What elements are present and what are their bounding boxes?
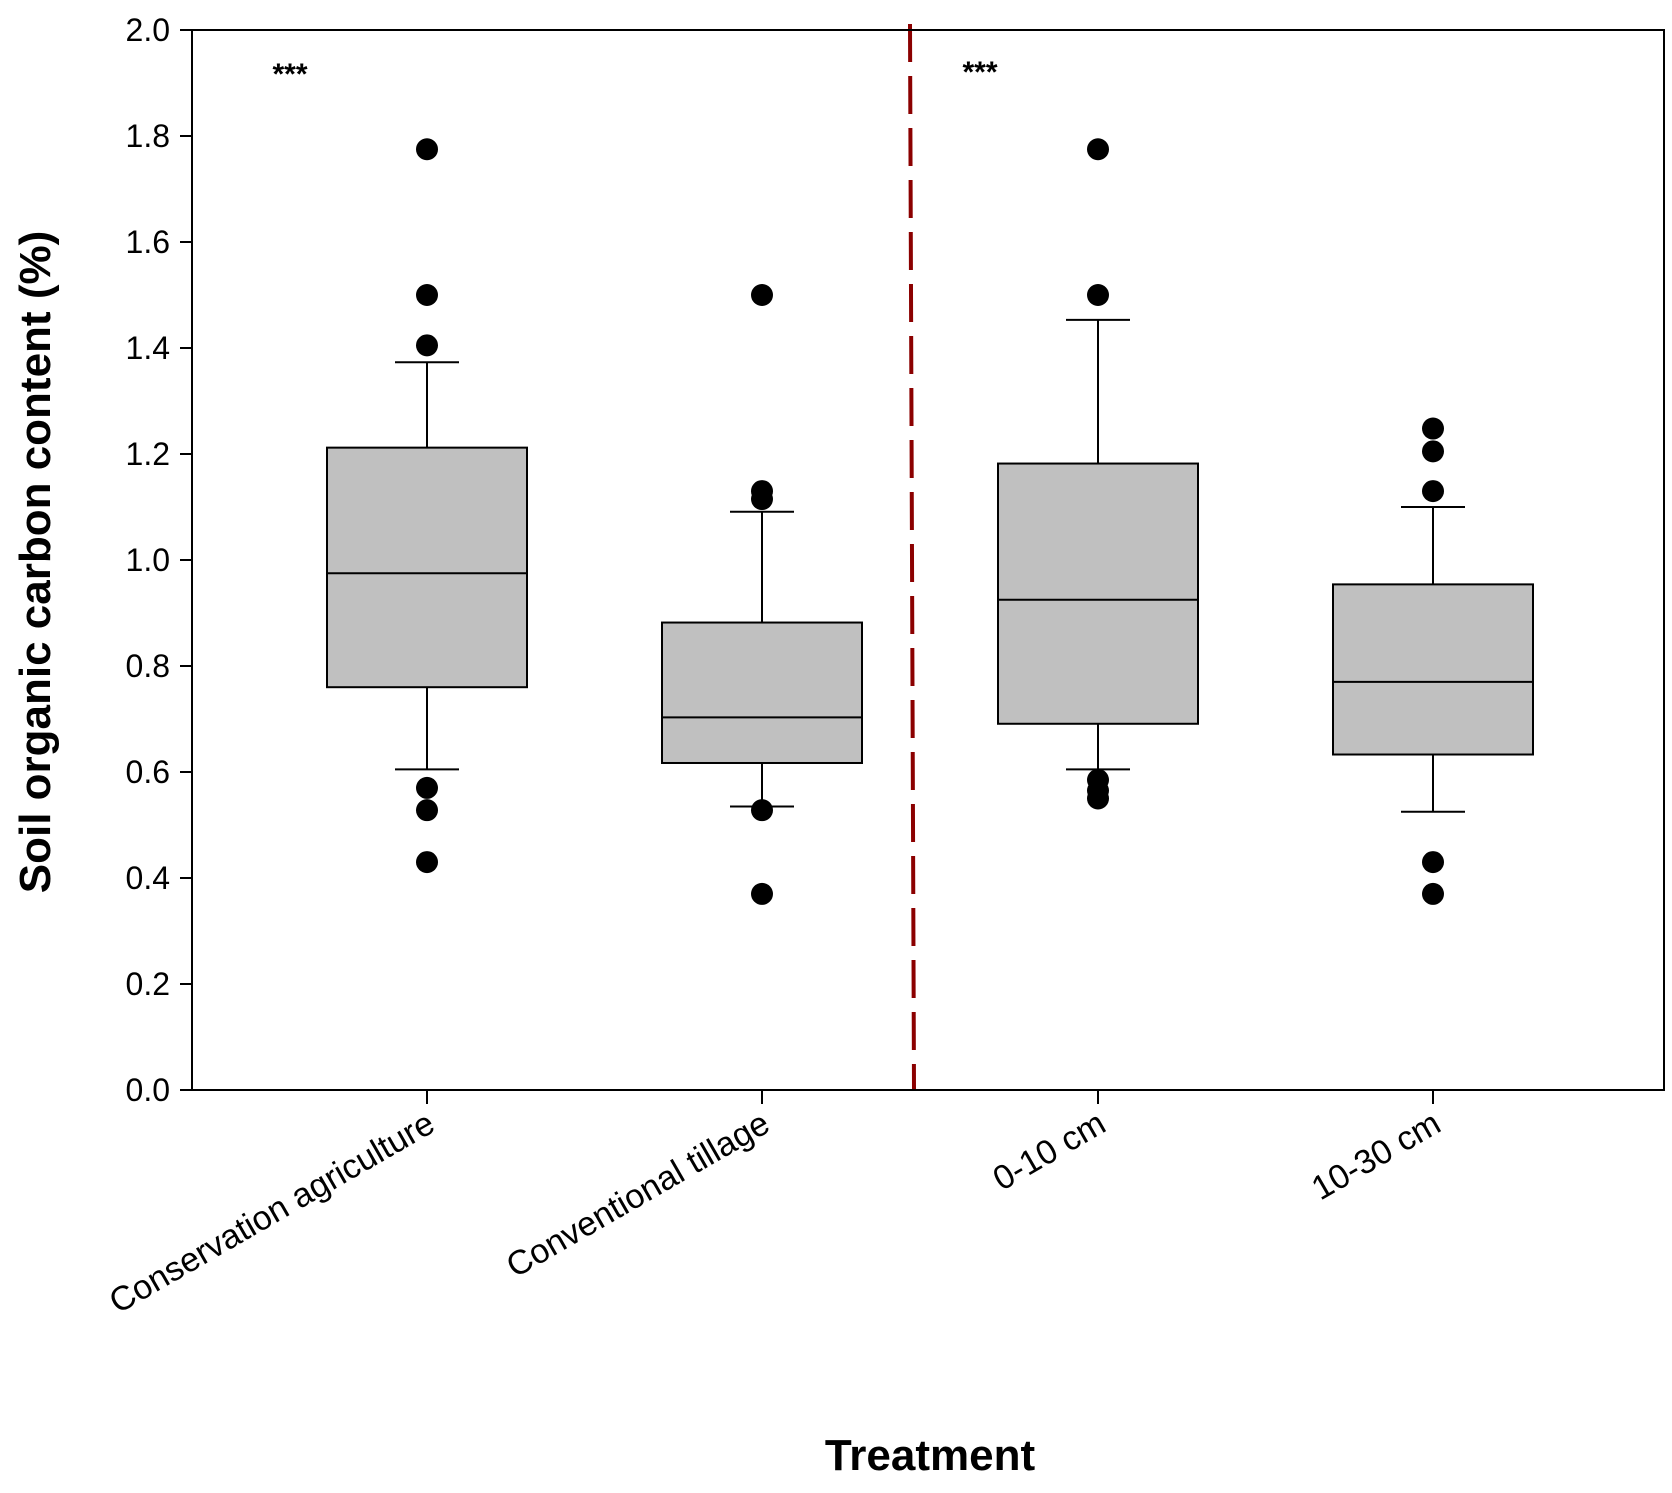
outlier-point: [751, 799, 773, 822]
boxes-layer: [326, 138, 1534, 905]
y-tick-label: 0.4: [126, 860, 170, 896]
outlier-point: [751, 882, 773, 905]
x-tick-label: Conservation agriculture: [103, 1104, 441, 1321]
outlier-point: [1422, 417, 1444, 440]
box-group-4: [1332, 417, 1534, 905]
y-tick-label: 0.6: [126, 754, 170, 790]
y-tick-label: 2.0: [126, 12, 170, 48]
outlier-point: [416, 284, 438, 306]
significance-annotation-depth: ***: [962, 56, 997, 89]
x-tick-label: Conventional tillage: [500, 1104, 776, 1285]
box-iqr: [997, 462, 1199, 725]
y-tick-label: 1.6: [126, 224, 170, 260]
outlier-point: [1422, 851, 1444, 874]
box-iqr: [1332, 583, 1534, 756]
axes-layer: [180, 29, 1665, 1104]
outlier-point: [416, 851, 438, 874]
x-tick-label: 0-10 cm: [987, 1104, 1112, 1198]
divider-layer: [908, 23, 916, 1091]
box-group-2: [661, 284, 863, 905]
y-tick-label: 1.0: [126, 542, 170, 578]
y-tick-label: 1.4: [126, 330, 170, 366]
outlier-point: [1422, 480, 1444, 503]
outlier-point: [1422, 882, 1444, 905]
y-axis-title: Soil organic carbon content (%): [11, 231, 60, 894]
outlier-point: [1087, 138, 1109, 161]
group-divider-line: [908, 23, 916, 1091]
outlier-point: [416, 799, 438, 822]
y-tick-label: 0.0: [126, 1072, 170, 1108]
x-axis-title: Treatment: [825, 1431, 1036, 1480]
y-tick-label: 1.2: [126, 436, 170, 472]
y-tick-label: 1.8: [126, 118, 170, 154]
outlier-point: [1422, 440, 1444, 463]
x-tick-label: 10-30 cm: [1305, 1104, 1447, 1208]
box-iqr: [661, 621, 863, 764]
outlier-point: [751, 284, 773, 306]
outlier-point: [416, 776, 438, 799]
outlier-point: [751, 488, 773, 511]
y-tick-label: 0.2: [126, 966, 170, 1002]
y-tick-label: 0.8: [126, 648, 170, 684]
box-iqr: [326, 446, 528, 689]
outlier-point: [416, 138, 438, 161]
box-group-3: [997, 138, 1199, 810]
significance-annotation-management: ***: [272, 58, 307, 91]
box-group-1: [326, 138, 528, 874]
outlier-point: [416, 334, 438, 357]
outlier-point: [1087, 284, 1109, 306]
outlier-point: [1087, 787, 1109, 810]
